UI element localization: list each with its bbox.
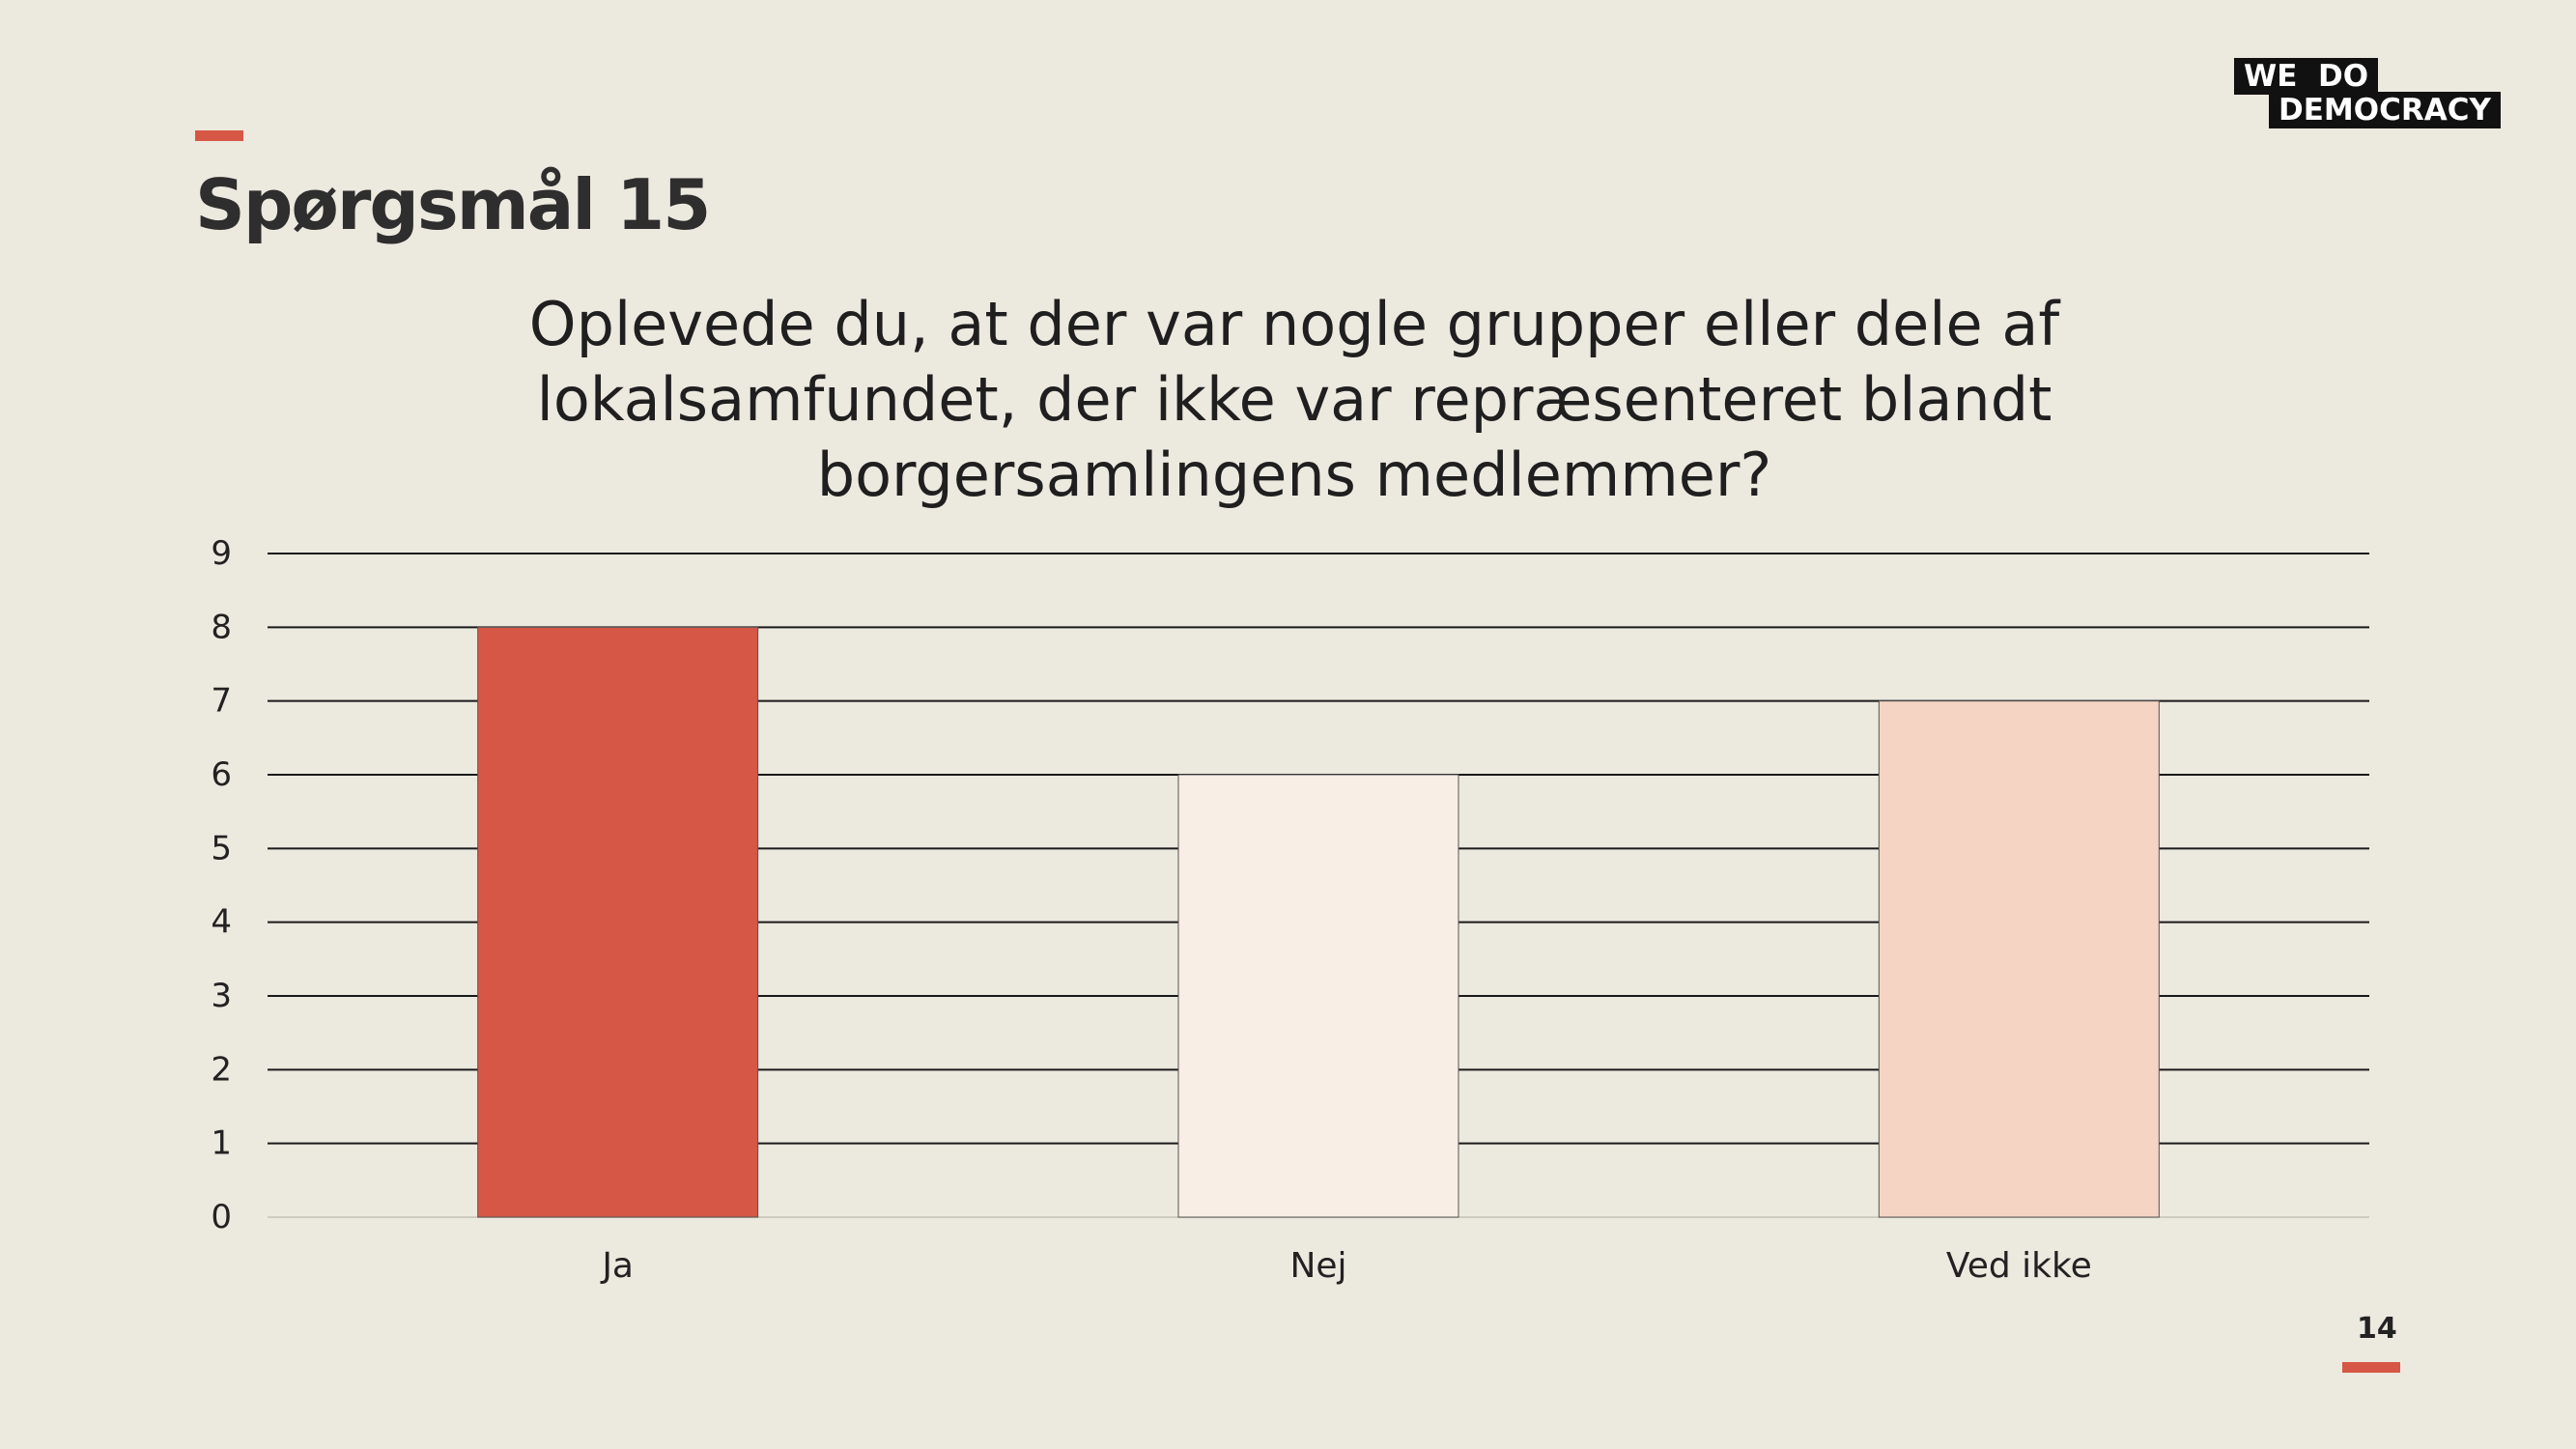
y-tick-label: 8 bbox=[211, 608, 232, 646]
page-number: 14 bbox=[2357, 1312, 2397, 1346]
y-tick-label: 4 bbox=[211, 903, 232, 942]
bar-nej bbox=[1177, 774, 1459, 1218]
logo-line-2: DEMOCRACY bbox=[2269, 92, 2501, 128]
y-tick-label: 9 bbox=[211, 534, 232, 573]
y-tick-label: 0 bbox=[211, 1198, 232, 1236]
chart-bars bbox=[477, 626, 2160, 1218]
accent-bar-top bbox=[195, 130, 243, 141]
x-category-label: Ja bbox=[600, 1246, 634, 1286]
we-do-democracy-logo: WE DO DEMOCRACY bbox=[2234, 58, 2501, 137]
x-axis-labels: Ja Nej Ved ikke bbox=[600, 1246, 2091, 1286]
y-tick-label: 5 bbox=[211, 829, 232, 867]
y-tick-label: 1 bbox=[211, 1124, 232, 1163]
slide-heading: Spørgsmål 15 bbox=[195, 164, 711, 245]
y-tick-label: 2 bbox=[211, 1050, 232, 1089]
y-axis-ticks: 0 1 2 3 4 5 6 7 8 9 bbox=[211, 534, 232, 1236]
x-category-label: Ved ikke bbox=[1946, 1246, 2092, 1286]
y-tick-label: 3 bbox=[211, 977, 232, 1015]
accent-bar-bottom bbox=[2342, 1362, 2400, 1373]
bar-ja bbox=[477, 626, 759, 1218]
y-tick-label: 7 bbox=[211, 682, 232, 721]
chart-question-title: Oplevede du, at der var nogle grupper el… bbox=[528, 289, 2060, 510]
bar-ved-ikke bbox=[1878, 700, 2160, 1218]
logo-line-1: WE DO bbox=[2234, 58, 2379, 95]
y-tick-label: 6 bbox=[211, 755, 232, 794]
x-category-label: Nej bbox=[1289, 1246, 1346, 1286]
